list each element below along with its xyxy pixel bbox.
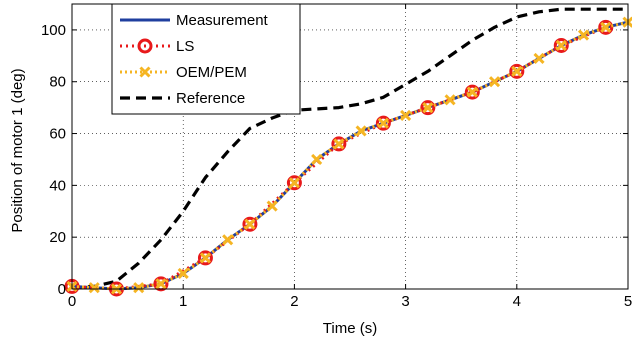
data-point-oem-pem xyxy=(199,252,212,264)
data-point-oem-pem xyxy=(155,278,167,290)
data-point-oem-pem xyxy=(466,86,478,98)
data-point-ls xyxy=(331,136,347,152)
data-point-ls xyxy=(242,216,258,232)
legend-label: OEM/PEM xyxy=(176,64,247,81)
ticks: 0 1 2 3 4 5 0 20 40 60 80 100 xyxy=(41,4,632,310)
data-point-oem-pem xyxy=(88,282,100,294)
legend-label: Reference xyxy=(176,90,245,107)
data-point-oem-pem xyxy=(488,76,501,88)
x-axis-title: Time (s) xyxy=(323,320,377,337)
x-tick-label: 3 xyxy=(401,293,409,310)
y-tick-label: 0 xyxy=(58,281,66,298)
series-line-reference xyxy=(71,7,628,290)
legend-marker-x xyxy=(139,66,151,78)
x-tick-label: 4 xyxy=(513,293,521,310)
data-point-oem-pem xyxy=(511,65,523,77)
legend-label: Measurement xyxy=(176,12,269,29)
data-point-oem-pem xyxy=(577,29,590,41)
y-tick-label: 60 xyxy=(49,126,66,143)
data-point-oem-pem xyxy=(266,200,278,212)
data-point-ls xyxy=(286,175,302,191)
x-tick-label: 2 xyxy=(290,293,298,310)
plot-frame xyxy=(71,3,629,290)
legend-box xyxy=(111,3,301,115)
data-point-oem-pem xyxy=(311,153,323,166)
data-point-oem-pem xyxy=(400,109,412,121)
legend-marker-circle xyxy=(137,38,153,54)
data-point-oem-pem xyxy=(444,94,456,106)
data-point-ls xyxy=(464,84,480,100)
data-point-oem-pem xyxy=(288,177,300,189)
y-tick-label: 80 xyxy=(49,74,66,91)
data-point-ls xyxy=(553,37,569,53)
data-point-oem-pem xyxy=(133,282,145,294)
data-point-oem-pem xyxy=(377,117,389,129)
data-point-ls xyxy=(153,276,169,292)
data-point-oem-pem xyxy=(177,267,189,280)
legend: Measurement LS OEM/PEM Reference xyxy=(111,3,301,115)
y-tick-label: 40 xyxy=(49,177,66,194)
y-tick-label: 20 xyxy=(49,229,66,246)
y-axis-title: Position of motor 1 (deg) xyxy=(9,68,26,232)
data-point-oem-pem xyxy=(355,125,367,137)
data-point-ls xyxy=(420,100,436,116)
data-point-oem-pem xyxy=(600,21,612,33)
data-point-ls xyxy=(197,250,213,266)
data-point-oem-pem xyxy=(533,52,545,64)
data-point-oem-pem xyxy=(555,39,567,52)
data-point-oem-pem xyxy=(244,218,256,230)
data-point-ls xyxy=(509,63,525,79)
x-tick-label: 0 xyxy=(68,293,76,310)
y-tick-label: 100 xyxy=(41,22,66,39)
data-point-oem-pem xyxy=(422,102,434,114)
data-point-oem-pem xyxy=(222,234,234,246)
legend-label: LS xyxy=(176,38,194,55)
x-tick-label: 5 xyxy=(624,293,632,310)
data-point-ls xyxy=(375,115,391,131)
x-tick-label: 1 xyxy=(179,293,187,310)
data-point-oem-pem xyxy=(333,138,345,150)
